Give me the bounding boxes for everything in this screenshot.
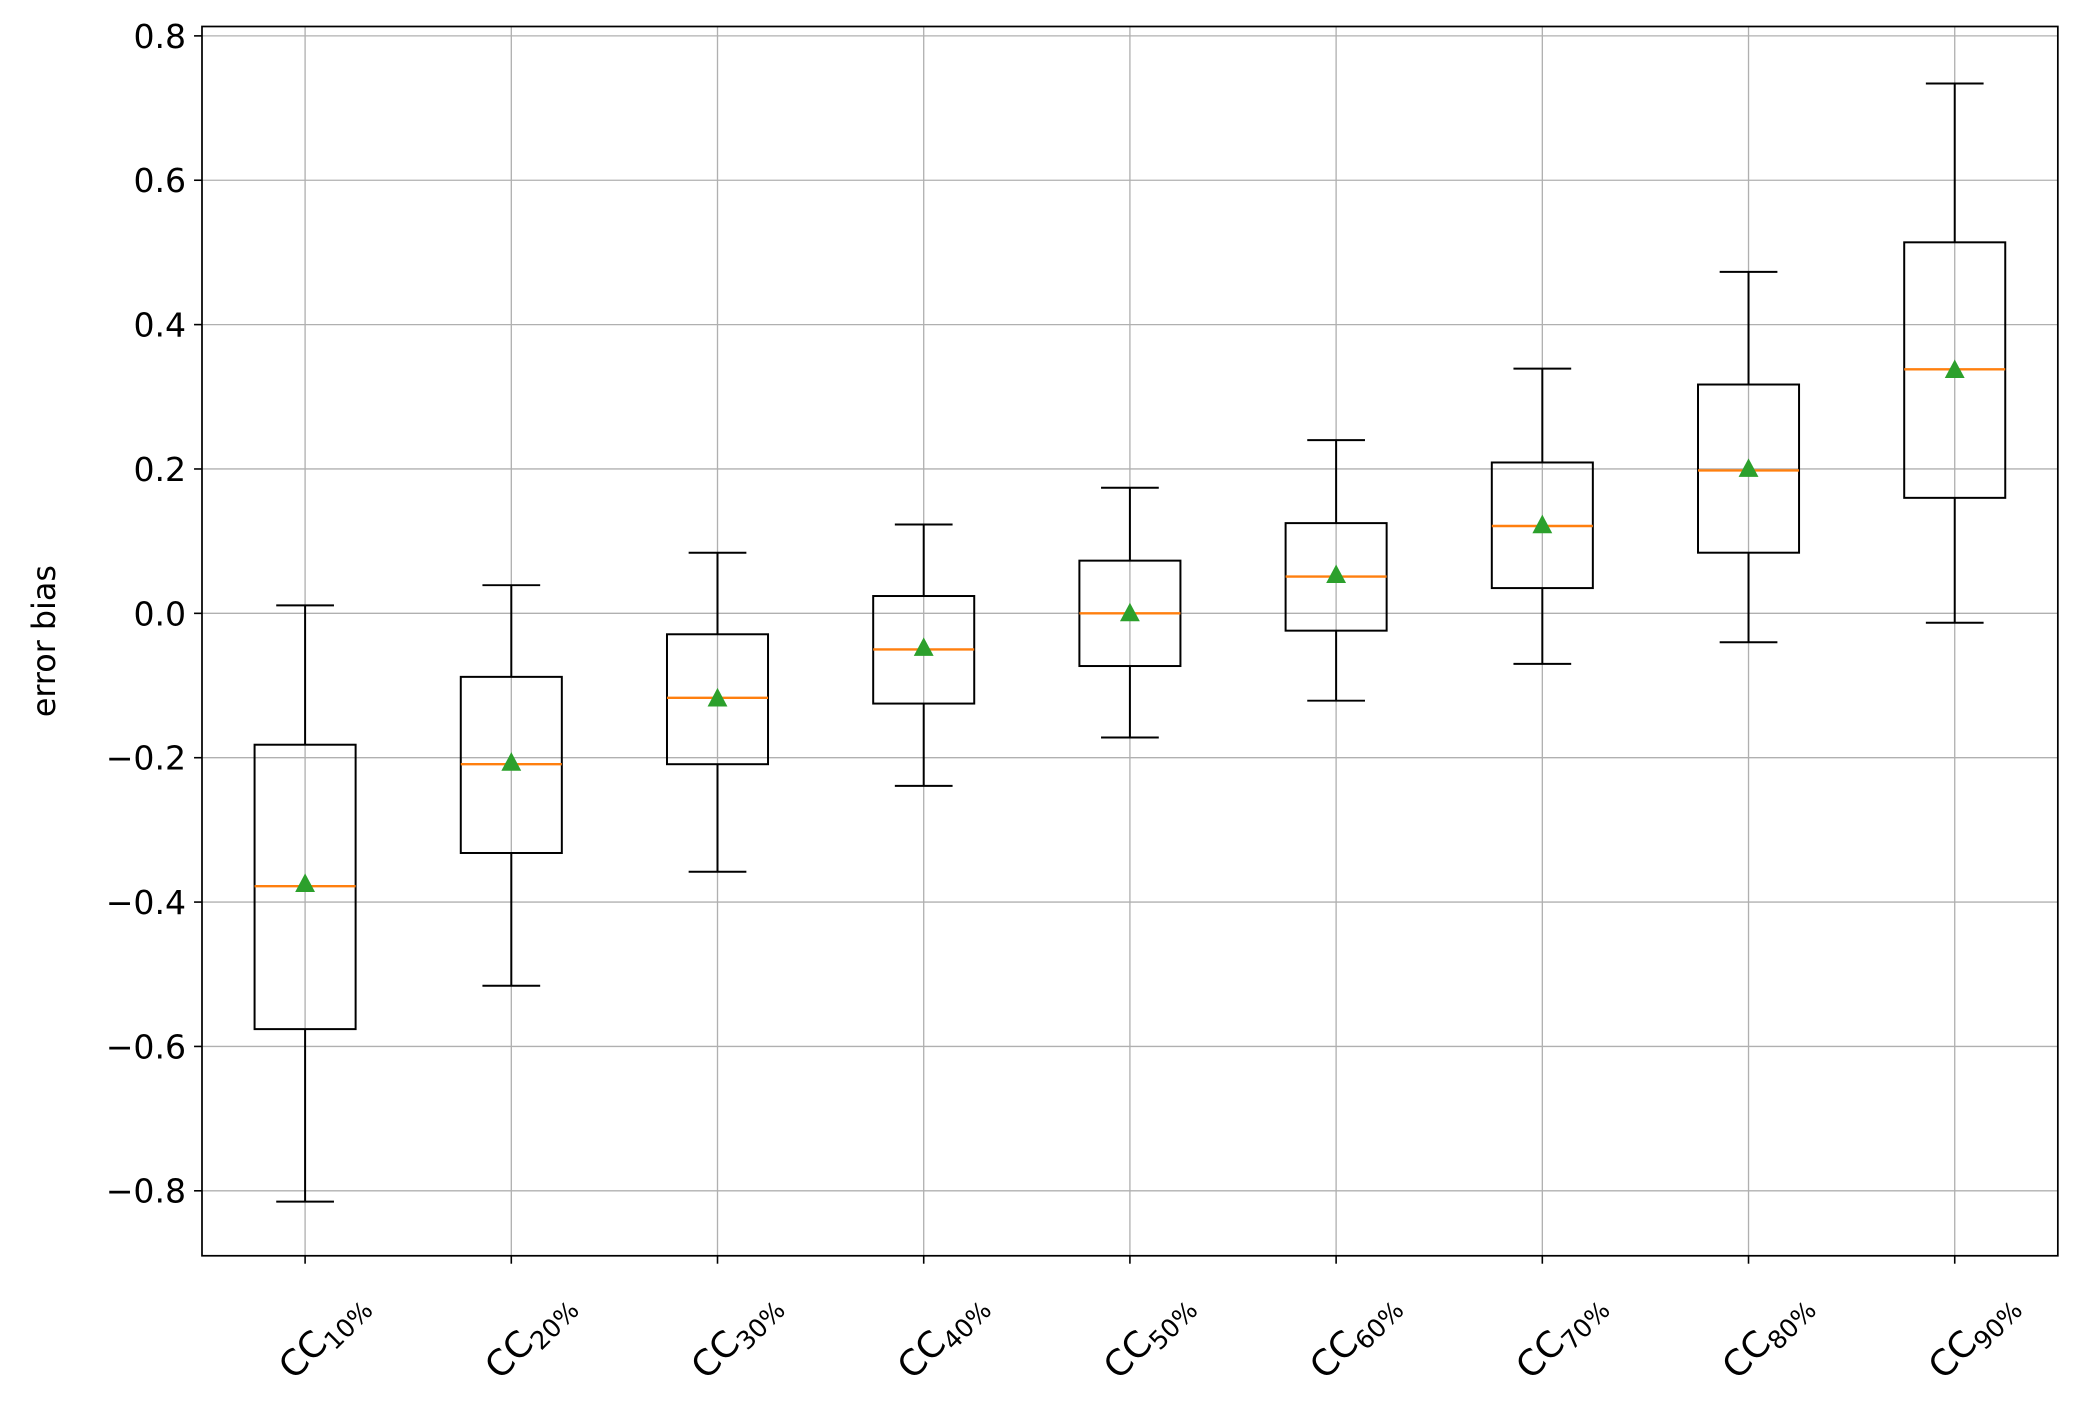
grid-lines: [201, 26, 2058, 1256]
y-tick-label: −0.2: [106, 739, 186, 778]
y-tick-label: 0.6: [133, 161, 186, 200]
x-tick-label: CC30%: [684, 1283, 791, 1390]
box-6: [1284, 439, 1388, 702]
x-tick-label: CC20%: [477, 1283, 584, 1390]
box-8: [1697, 270, 1801, 644]
box-4: [872, 523, 976, 787]
x-tick-label: CC70%: [1508, 1283, 1615, 1390]
y-axis-ticks: −0.8 −0.6 −0.4 −0.2 0.0 0.2 0.4 0.6 0.8: [106, 17, 202, 1211]
y-tick-label: −0.8: [106, 1172, 186, 1211]
iqr-box: [665, 633, 770, 766]
x-tick-label: CC40%: [890, 1283, 997, 1390]
y-tick-label: 0.0: [133, 594, 186, 633]
mean-marker: [1326, 564, 1347, 584]
mean-marker: [501, 752, 522, 771]
y-tick-label: −0.6: [106, 1027, 186, 1066]
box-2: [459, 584, 563, 987]
x-tick-label: CC90%: [1921, 1283, 2028, 1390]
x-tick-label: CC60%: [1302, 1283, 1409, 1390]
x-tick-label: CC80%: [1715, 1283, 1822, 1390]
y-tick-label: −0.4: [106, 883, 186, 922]
x-axis-ticks: CC10% CC20% CC30% CC40% CC50% CC60% CC70% CC80%…: [271, 1255, 2028, 1390]
y-axis-label: error bias: [26, 565, 63, 717]
box-series: [253, 82, 2007, 1203]
mean-marker: [1944, 359, 1965, 379]
iqr-box: [1697, 383, 1801, 554]
mean-marker: [707, 687, 728, 707]
mean-marker: [913, 637, 934, 656]
mean-marker: [295, 873, 316, 892]
box-7: [1490, 367, 1594, 665]
y-tick-label: 0.8: [133, 17, 186, 56]
y-tick-label: 0.2: [133, 450, 186, 489]
mean-marker: [1119, 602, 1140, 622]
box-3: [665, 551, 770, 873]
box-5: [1078, 486, 1182, 739]
mean-marker: [1532, 514, 1553, 534]
x-tick-label: CC10%: [271, 1283, 378, 1390]
y-tick-label: 0.4: [133, 306, 186, 345]
box-1: [253, 604, 357, 1203]
x-tick-label: CC50%: [1096, 1283, 1203, 1390]
mean-marker: [1738, 458, 1759, 477]
box-9: [1903, 82, 2007, 624]
